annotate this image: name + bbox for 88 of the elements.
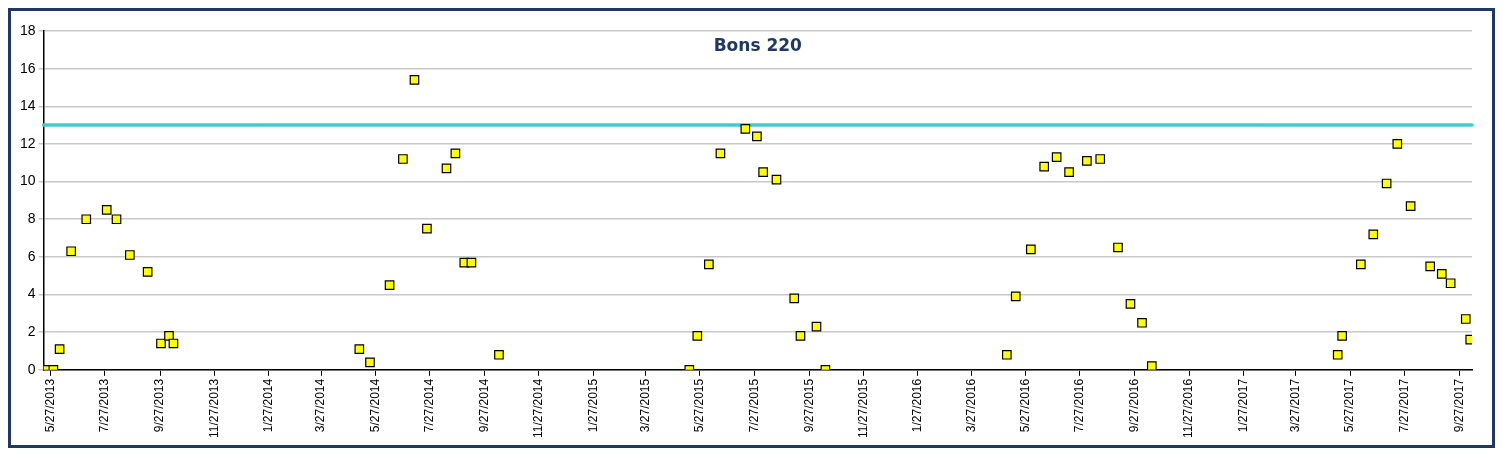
point [422, 223, 432, 234]
x-tick-label: 3/27/2016 [963, 378, 978, 433]
y-tick-label: 10 [19, 172, 36, 189]
point [111, 214, 122, 225]
chart-title: Bons 220 [713, 35, 803, 56]
x-tick-label: 1/27/2014 [260, 378, 275, 433]
point [715, 148, 726, 159]
point [1010, 291, 1021, 302]
x-tick-label: 5/27/2014 [367, 378, 382, 433]
point [494, 349, 504, 360]
x-tick-label: 1/27/2015 [585, 378, 600, 433]
x-tick-label: 7/27/2017 [1396, 378, 1411, 433]
point [1436, 268, 1447, 279]
point [1445, 278, 1456, 289]
point [81, 214, 92, 225]
point [1039, 161, 1050, 172]
x-tick-label: 7/27/2015 [746, 378, 761, 433]
point [1146, 361, 1157, 370]
point [142, 267, 153, 277]
point [54, 344, 65, 354]
point [409, 75, 420, 85]
point [740, 124, 751, 134]
y-tick-label: 14 [19, 97, 36, 114]
point [1460, 314, 1471, 324]
x-tick-label: 5/27/2016 [1017, 378, 1032, 433]
point [1368, 229, 1379, 240]
point [1095, 154, 1106, 164]
point [125, 250, 135, 260]
point [692, 331, 703, 341]
point [1425, 261, 1436, 272]
point [1064, 167, 1074, 178]
point [752, 131, 762, 142]
y-tick-label: 4 [27, 285, 36, 302]
point [1026, 244, 1036, 255]
x-tick-label: 9/27/2015 [801, 378, 816, 433]
point [758, 167, 768, 178]
point [365, 357, 375, 368]
x-tick-label: 11/27/2015 [855, 378, 870, 438]
x-tick-label: 1/27/2017 [1235, 378, 1250, 433]
point [164, 331, 174, 341]
point [1001, 349, 1012, 360]
x-tick-label: 7/27/2016 [1072, 378, 1087, 433]
point [1051, 152, 1062, 162]
point [1113, 242, 1123, 253]
point [1381, 178, 1392, 189]
x-tick-label: 3/27/2015 [638, 378, 653, 433]
x-tick-label: 9/27/2013 [152, 378, 167, 433]
x-tick-label: 5/27/2015 [692, 378, 707, 433]
x-tick-label: 5/27/2013 [43, 378, 57, 433]
point [1137, 317, 1147, 328]
point [1125, 299, 1136, 309]
point [101, 204, 112, 215]
point [398, 154, 408, 164]
point [771, 174, 782, 185]
point [466, 257, 477, 268]
x-tick-label: 9/27/2016 [1127, 378, 1142, 433]
point [384, 280, 395, 290]
point [1355, 259, 1366, 270]
y-tick-label: 12 [19, 134, 36, 151]
x-tick-label: 5/27/2017 [1342, 378, 1357, 433]
x-tick-label: 9/27/2014 [477, 378, 492, 433]
point [704, 259, 714, 270]
point [789, 293, 800, 304]
x-tick-label: 3/27/2014 [313, 378, 328, 433]
y-tick-label: 8 [27, 210, 36, 227]
x-tick-label: 9/27/2017 [1451, 378, 1466, 433]
point [795, 331, 806, 341]
y-tick-label: 2 [27, 323, 36, 340]
point [156, 338, 166, 349]
x-tick-label: 3/27/2017 [1288, 378, 1303, 433]
point [1332, 349, 1343, 360]
x-tick-label: 7/27/2013 [97, 378, 112, 433]
point [354, 344, 365, 354]
point [1337, 331, 1347, 341]
y-tick-label: 0 [27, 360, 36, 377]
x-tick-label: 7/27/2014 [421, 378, 436, 433]
point [1392, 139, 1403, 149]
point [1082, 156, 1092, 166]
point [450, 148, 461, 159]
x-tick-label: 11/27/2016 [1181, 378, 1196, 438]
x-tick-label: 11/27/2014 [531, 378, 546, 438]
point [66, 246, 76, 257]
y-tick-label: 18 [19, 21, 36, 38]
point [1405, 201, 1416, 211]
y-tick-label: 16 [19, 59, 36, 76]
y-tick-label: 6 [27, 247, 36, 264]
x-tick-label: 11/27/2013 [206, 378, 221, 438]
x-tick-label: 1/27/2016 [910, 378, 925, 433]
